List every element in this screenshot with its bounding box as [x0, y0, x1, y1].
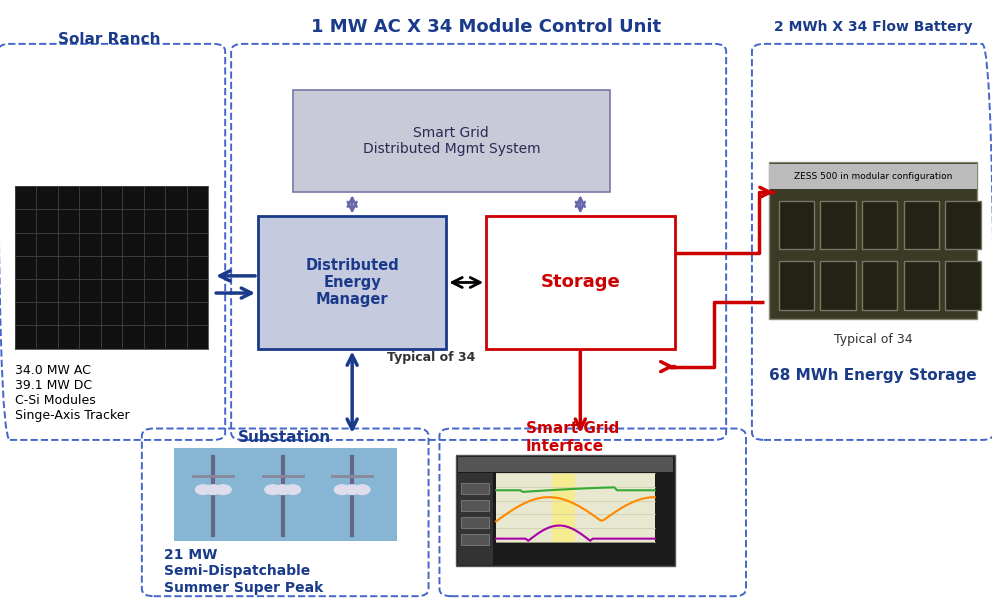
- Text: 68 MWh Energy Storage: 68 MWh Energy Storage: [769, 368, 977, 383]
- Circle shape: [265, 485, 281, 495]
- Bar: [461, 483, 489, 494]
- Bar: [458, 473, 493, 565]
- Bar: [820, 261, 856, 310]
- Circle shape: [334, 485, 350, 495]
- Bar: [820, 201, 856, 249]
- Bar: [461, 534, 489, 545]
- Text: 1 MW AC X 34 Module Control Unit: 1 MW AC X 34 Module Control Unit: [311, 18, 661, 36]
- Text: Storage: Storage: [541, 273, 620, 291]
- Bar: [945, 201, 981, 249]
- Text: Solar Ranch: Solar Ranch: [58, 32, 161, 46]
- Bar: [293, 90, 610, 192]
- Bar: [174, 448, 397, 541]
- Bar: [461, 517, 489, 528]
- Text: Distributed
Energy
Manager: Distributed Energy Manager: [306, 258, 399, 307]
- Circle shape: [195, 485, 211, 495]
- Bar: [779, 201, 814, 249]
- Text: Typical of 34: Typical of 34: [833, 333, 913, 346]
- Circle shape: [344, 485, 360, 495]
- Circle shape: [215, 485, 231, 495]
- Circle shape: [354, 485, 370, 495]
- Text: 2 MWh X 34 Flow Battery: 2 MWh X 34 Flow Battery: [774, 20, 972, 34]
- Text: Smart Grid
Distributed Mgmt System: Smart Grid Distributed Mgmt System: [362, 126, 541, 156]
- Text: ZESS 500 in modular configuration: ZESS 500 in modular configuration: [794, 172, 952, 181]
- Bar: [904, 261, 939, 310]
- Bar: [945, 261, 981, 310]
- Circle shape: [285, 485, 301, 495]
- Bar: [904, 201, 939, 249]
- Bar: [461, 500, 489, 511]
- Text: Typical of 34: Typical of 34: [387, 351, 476, 364]
- Bar: [862, 201, 898, 249]
- Bar: [486, 216, 675, 349]
- Bar: [779, 261, 814, 310]
- Bar: [496, 473, 655, 542]
- Bar: [769, 162, 977, 319]
- Text: 34.0 MW AC
39.1 MW DC
C-Si Modules
Singe-Axis Tracker: 34.0 MW AC 39.1 MW DC C-Si Modules Singe…: [15, 364, 130, 422]
- Bar: [15, 186, 208, 349]
- Bar: [258, 216, 446, 349]
- Bar: [552, 473, 575, 542]
- Text: Smart Grid
Interface: Smart Grid Interface: [526, 421, 619, 454]
- Bar: [862, 261, 898, 310]
- Circle shape: [275, 485, 291, 495]
- Bar: [769, 164, 977, 189]
- Circle shape: [205, 485, 221, 495]
- Text: 21 MW
Semi-Dispatchable
Summer Super Peak: 21 MW Semi-Dispatchable Summer Super Pea…: [164, 548, 323, 594]
- Bar: [456, 455, 675, 566]
- Bar: [458, 457, 673, 472]
- Text: Substation: Substation: [238, 430, 331, 445]
